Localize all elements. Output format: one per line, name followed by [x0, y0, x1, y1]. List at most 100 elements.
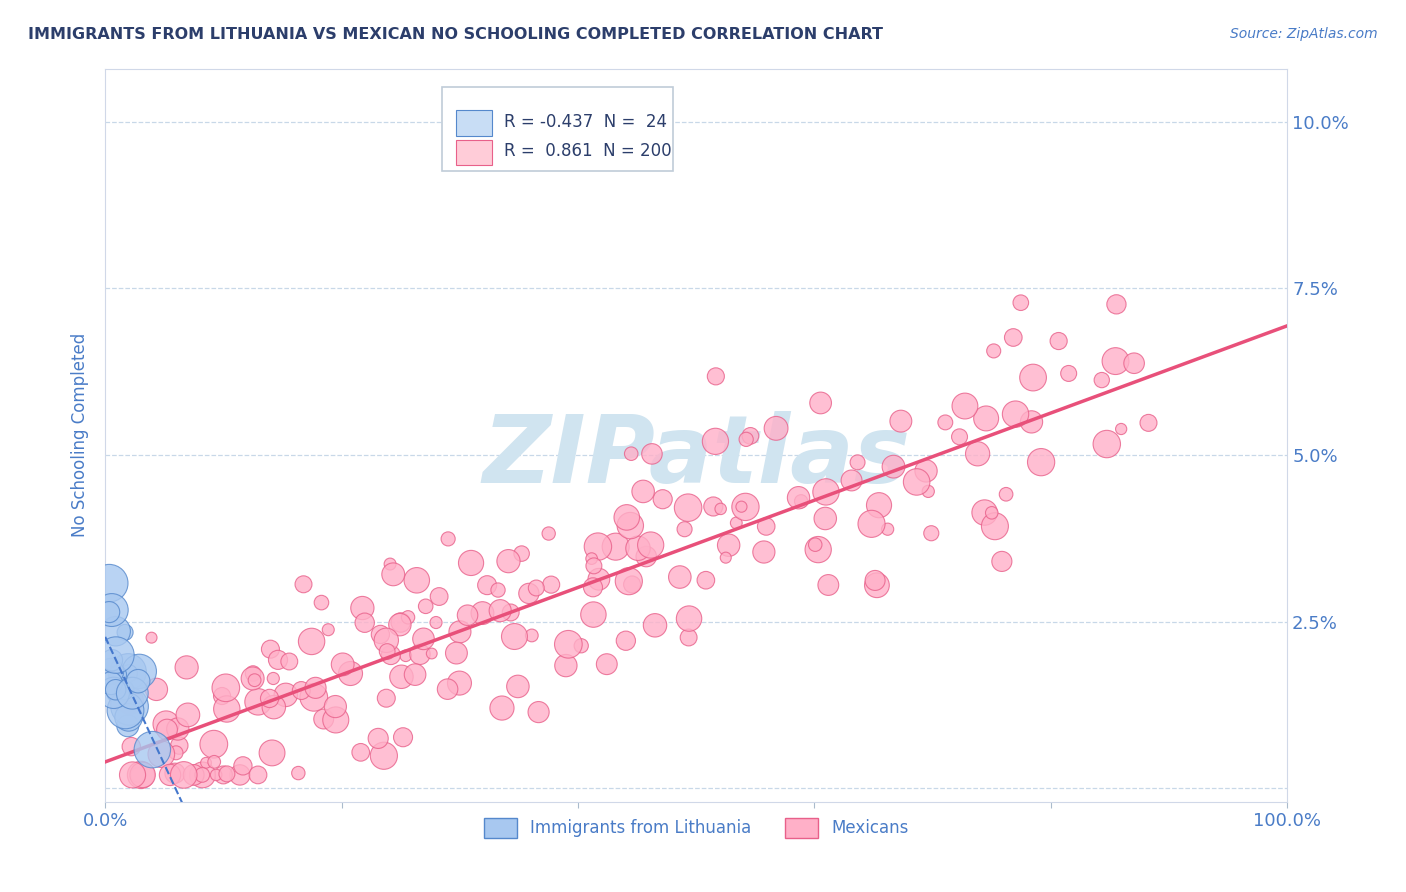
Point — [352, 601, 374, 615]
Point — [191, 768, 214, 782]
Point — [866, 578, 889, 592]
Point — [131, 768, 153, 782]
Point — [420, 647, 443, 661]
Bar — [457, 140, 492, 165]
Point — [640, 538, 662, 552]
Point — [810, 396, 832, 410]
Point — [215, 681, 238, 695]
Point — [582, 580, 605, 594]
Point — [353, 615, 375, 630]
Point — [127, 674, 149, 689]
Point — [259, 691, 281, 706]
Point — [325, 699, 347, 714]
Point — [246, 768, 269, 782]
Point — [127, 768, 149, 782]
Point — [735, 433, 758, 447]
Point — [389, 615, 412, 630]
Point — [1057, 367, 1080, 381]
Point — [427, 590, 450, 604]
Point — [524, 581, 547, 595]
Point — [991, 554, 1014, 568]
Point — [312, 712, 335, 726]
Point — [316, 623, 339, 637]
Point — [617, 574, 640, 589]
Point — [205, 768, 228, 782]
Point — [165, 746, 187, 760]
Point — [98, 576, 121, 591]
Point — [117, 719, 139, 733]
Point — [195, 756, 218, 770]
Point — [263, 700, 285, 714]
Point — [1109, 422, 1132, 436]
Point — [586, 540, 609, 554]
Point — [605, 540, 627, 554]
Point — [404, 667, 426, 681]
Point — [890, 414, 912, 428]
Point — [588, 572, 610, 586]
Point — [107, 685, 129, 699]
Point — [108, 694, 131, 708]
Point — [128, 665, 150, 679]
Point — [169, 739, 191, 753]
Point — [267, 653, 290, 667]
Point — [117, 665, 139, 679]
Point — [104, 648, 127, 662]
Point — [375, 633, 398, 648]
Point — [191, 768, 214, 782]
Point — [710, 502, 733, 516]
Point — [412, 632, 434, 646]
Point — [292, 577, 315, 591]
Point — [370, 627, 392, 641]
Point — [259, 642, 281, 657]
Point — [934, 416, 956, 430]
Point — [449, 624, 471, 639]
Point — [704, 369, 727, 384]
Point — [332, 657, 354, 672]
Point — [702, 500, 724, 514]
Point — [112, 683, 135, 698]
Point — [304, 681, 326, 695]
Point — [695, 573, 717, 587]
Point — [380, 648, 402, 662]
Point — [506, 680, 529, 694]
Point — [436, 682, 458, 697]
Point — [841, 474, 863, 488]
Point — [983, 343, 1005, 358]
Point — [287, 766, 309, 780]
Point — [740, 429, 762, 443]
Point — [150, 747, 173, 761]
Point — [1137, 416, 1160, 430]
Point — [790, 494, 813, 508]
Point — [392, 731, 415, 745]
Point — [966, 447, 988, 461]
Point — [262, 672, 284, 686]
Point — [620, 447, 643, 461]
Point — [212, 768, 235, 782]
Point — [974, 411, 997, 425]
Point — [730, 500, 752, 514]
Text: ZIPatlas: ZIPatlas — [482, 411, 910, 503]
Point — [247, 695, 270, 709]
Point — [202, 755, 225, 769]
Point — [905, 475, 928, 489]
Bar — [457, 111, 492, 136]
Point — [446, 646, 468, 660]
Point — [734, 500, 756, 514]
Point — [103, 686, 125, 700]
Point — [242, 672, 264, 686]
Point — [159, 768, 181, 782]
Point — [460, 556, 482, 570]
Point — [489, 604, 512, 618]
Point — [920, 526, 942, 541]
Point — [278, 655, 301, 669]
Point — [350, 745, 373, 759]
Point — [725, 516, 748, 530]
Point — [1047, 334, 1070, 348]
Point — [537, 526, 560, 541]
Point — [882, 459, 904, 474]
Point — [325, 713, 347, 727]
Point — [471, 606, 494, 620]
Point — [145, 682, 167, 697]
Point — [752, 545, 775, 559]
Point — [118, 699, 141, 714]
